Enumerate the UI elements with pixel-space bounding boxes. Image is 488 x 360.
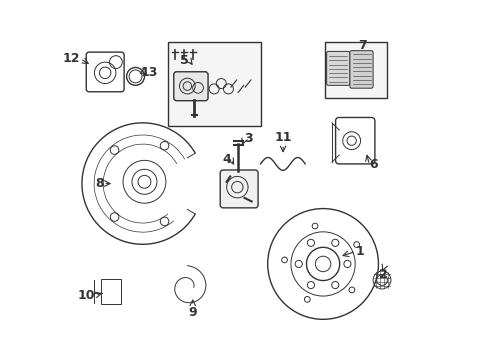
- Text: 13: 13: [141, 66, 158, 79]
- Bar: [167, 42, 260, 126]
- FancyBboxPatch shape: [101, 279, 121, 304]
- Text: 2: 2: [379, 267, 387, 280]
- FancyBboxPatch shape: [173, 72, 207, 101]
- FancyBboxPatch shape: [220, 170, 258, 208]
- Text: 4: 4: [222, 153, 230, 166]
- Text: 7: 7: [357, 39, 366, 52]
- FancyBboxPatch shape: [86, 52, 124, 92]
- Text: 5: 5: [180, 54, 189, 67]
- FancyBboxPatch shape: [326, 51, 349, 85]
- Text: 1: 1: [355, 245, 364, 258]
- Text: 3: 3: [244, 132, 253, 145]
- Text: 12: 12: [62, 52, 80, 65]
- Text: 10: 10: [78, 288, 95, 302]
- Text: 11: 11: [274, 131, 291, 144]
- FancyBboxPatch shape: [349, 51, 372, 88]
- FancyBboxPatch shape: [335, 117, 374, 164]
- Text: 9: 9: [188, 306, 197, 319]
- Text: 6: 6: [369, 158, 377, 171]
- Bar: [324, 42, 386, 98]
- Text: 8: 8: [95, 177, 103, 190]
